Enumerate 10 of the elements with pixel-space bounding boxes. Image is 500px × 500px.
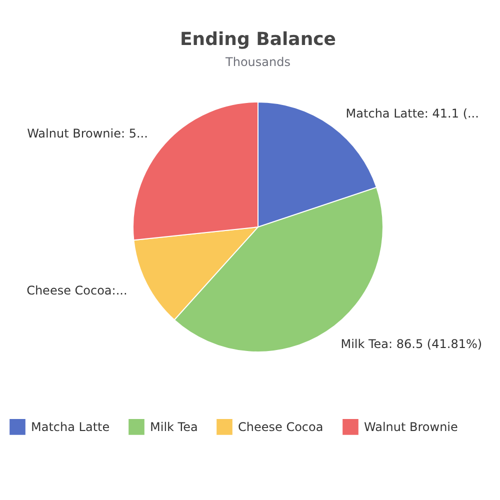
legend-label: Cheese Cocoa <box>238 420 324 434</box>
data-label: Matcha Latte: 41.1 (... <box>346 106 479 120</box>
data-label: Milk Tea: 86.5 (41.81%) <box>340 337 482 352</box>
data-label: Cheese Cocoa:... <box>26 284 128 298</box>
legend-label: Walnut Brownie <box>364 420 458 434</box>
chart-subtitle: Thousands <box>224 55 290 69</box>
legend-label: Milk Tea <box>150 420 198 434</box>
legend-label: Matcha Latte <box>31 420 110 434</box>
chart-title: Ending Balance <box>180 29 336 50</box>
data-label: Walnut Brownie: 5... <box>27 126 148 140</box>
